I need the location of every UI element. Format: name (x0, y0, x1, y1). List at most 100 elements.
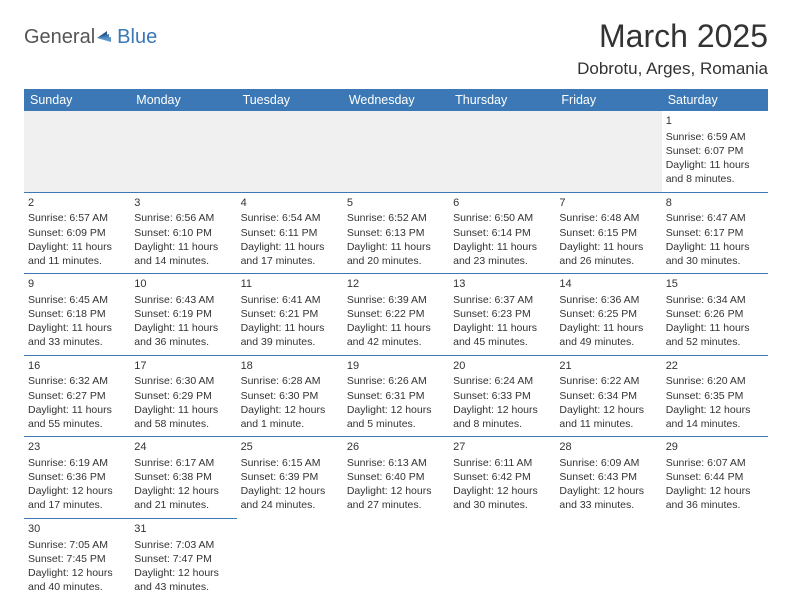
daylight-text: Daylight: 11 hours (28, 403, 126, 417)
day-number: 21 (559, 359, 657, 374)
calendar-row: 30Sunrise: 7:05 AMSunset: 7:45 PMDayligh… (24, 518, 768, 599)
calendar-cell: 6Sunrise: 6:50 AMSunset: 6:14 PMDaylight… (449, 192, 555, 274)
sunrise-text: Sunrise: 6:30 AM (134, 374, 232, 388)
day-number: 11 (241, 277, 339, 292)
sunset-text: Sunset: 6:21 PM (241, 307, 339, 321)
daylight-text: Daylight: 11 hours (134, 321, 232, 335)
calendar-cell: 29Sunrise: 6:07 AMSunset: 6:44 PMDayligh… (662, 437, 768, 519)
sunrise-text: Sunrise: 6:47 AM (666, 211, 764, 225)
calendar-cell (449, 518, 555, 599)
daylight-text: and 8 minutes. (453, 417, 551, 431)
daylight-text: Daylight: 11 hours (559, 321, 657, 335)
sunset-text: Sunset: 6:26 PM (666, 307, 764, 321)
daylight-text: and 36 minutes. (134, 335, 232, 349)
daylight-text: Daylight: 12 hours (241, 403, 339, 417)
daylight-text: and 33 minutes. (559, 498, 657, 512)
sunrise-text: Sunrise: 6:56 AM (134, 211, 232, 225)
day-number: 22 (666, 359, 764, 374)
calendar-cell (24, 111, 130, 192)
daylight-text: Daylight: 12 hours (347, 403, 445, 417)
daylight-text: and 24 minutes. (241, 498, 339, 512)
daylight-text: and 1 minute. (241, 417, 339, 431)
sunrise-text: Sunrise: 6:28 AM (241, 374, 339, 388)
calendar-cell: 3Sunrise: 6:56 AMSunset: 6:10 PMDaylight… (130, 192, 236, 274)
daylight-text: and 5 minutes. (347, 417, 445, 431)
calendar-table: Sunday Monday Tuesday Wednesday Thursday… (24, 89, 768, 599)
sunset-text: Sunset: 6:13 PM (347, 226, 445, 240)
calendar-cell: 17Sunrise: 6:30 AMSunset: 6:29 PMDayligh… (130, 355, 236, 437)
day-number: 10 (134, 277, 232, 292)
sunrise-text: Sunrise: 6:36 AM (559, 293, 657, 307)
day-number: 16 (28, 359, 126, 374)
calendar-cell: 7Sunrise: 6:48 AMSunset: 6:15 PMDaylight… (555, 192, 661, 274)
sunrise-text: Sunrise: 6:41 AM (241, 293, 339, 307)
day-number: 1 (666, 114, 764, 129)
day-number: 13 (453, 277, 551, 292)
calendar-cell: 28Sunrise: 6:09 AMSunset: 6:43 PMDayligh… (555, 437, 661, 519)
calendar-cell: 19Sunrise: 6:26 AMSunset: 6:31 PMDayligh… (343, 355, 449, 437)
sunset-text: Sunset: 6:25 PM (559, 307, 657, 321)
day-number: 28 (559, 440, 657, 455)
daylight-text: and 39 minutes. (241, 335, 339, 349)
day-number: 23 (28, 440, 126, 455)
daylight-text: and 8 minutes. (666, 172, 764, 186)
sunset-text: Sunset: 6:10 PM (134, 226, 232, 240)
day-header: Wednesday (343, 89, 449, 111)
sunrise-text: Sunrise: 6:52 AM (347, 211, 445, 225)
calendar-row: 23Sunrise: 6:19 AMSunset: 6:36 PMDayligh… (24, 437, 768, 519)
sunrise-text: Sunrise: 6:57 AM (28, 211, 126, 225)
logo: General Blue (24, 26, 157, 49)
calendar-cell: 25Sunrise: 6:15 AMSunset: 6:39 PMDayligh… (237, 437, 343, 519)
sunrise-text: Sunrise: 6:50 AM (453, 211, 551, 225)
sunrise-text: Sunrise: 6:09 AM (559, 456, 657, 470)
calendar-cell (343, 111, 449, 192)
day-header-row: Sunday Monday Tuesday Wednesday Thursday… (24, 89, 768, 111)
sunrise-text: Sunrise: 6:17 AM (134, 456, 232, 470)
daylight-text: Daylight: 11 hours (134, 403, 232, 417)
calendar-cell: 1Sunrise: 6:59 AMSunset: 6:07 PMDaylight… (662, 111, 768, 192)
day-number: 19 (347, 359, 445, 374)
logo-text-blue: Blue (117, 26, 157, 49)
daylight-text: Daylight: 12 hours (559, 403, 657, 417)
daylight-text: Daylight: 12 hours (453, 403, 551, 417)
sunrise-text: Sunrise: 7:03 AM (134, 538, 232, 552)
sunrise-text: Sunrise: 6:48 AM (559, 211, 657, 225)
sunrise-text: Sunrise: 6:13 AM (347, 456, 445, 470)
daylight-text: Daylight: 11 hours (453, 321, 551, 335)
sunrise-text: Sunrise: 6:59 AM (666, 130, 764, 144)
daylight-text: and 30 minutes. (666, 254, 764, 268)
daylight-text: and 14 minutes. (666, 417, 764, 431)
calendar-row: 1Sunrise: 6:59 AMSunset: 6:07 PMDaylight… (24, 111, 768, 192)
sunset-text: Sunset: 6:22 PM (347, 307, 445, 321)
daylight-text: and 52 minutes. (666, 335, 764, 349)
sunset-text: Sunset: 6:09 PM (28, 226, 126, 240)
day-number: 12 (347, 277, 445, 292)
calendar-cell (449, 111, 555, 192)
daylight-text: Daylight: 12 hours (453, 484, 551, 498)
day-number: 24 (134, 440, 232, 455)
sunset-text: Sunset: 6:42 PM (453, 470, 551, 484)
day-header: Saturday (662, 89, 768, 111)
day-number: 15 (666, 277, 764, 292)
sunset-text: Sunset: 6:31 PM (347, 389, 445, 403)
daylight-text: Daylight: 11 hours (28, 321, 126, 335)
day-number: 17 (134, 359, 232, 374)
calendar-cell: 18Sunrise: 6:28 AMSunset: 6:30 PMDayligh… (237, 355, 343, 437)
header: General Blue March 2025 Dobrotu, Arges, … (24, 18, 768, 79)
calendar-cell: 10Sunrise: 6:43 AMSunset: 6:19 PMDayligh… (130, 274, 236, 356)
sunset-text: Sunset: 6:23 PM (453, 307, 551, 321)
sunrise-text: Sunrise: 6:26 AM (347, 374, 445, 388)
day-number: 31 (134, 522, 232, 537)
daylight-text: Daylight: 12 hours (666, 484, 764, 498)
daylight-text: and 42 minutes. (347, 335, 445, 349)
sunset-text: Sunset: 7:47 PM (134, 552, 232, 566)
daylight-text: Daylight: 11 hours (453, 240, 551, 254)
calendar-cell: 16Sunrise: 6:32 AMSunset: 6:27 PMDayligh… (24, 355, 130, 437)
calendar-cell (662, 518, 768, 599)
daylight-text: Daylight: 11 hours (347, 240, 445, 254)
sunset-text: Sunset: 6:11 PM (241, 226, 339, 240)
calendar-cell (555, 518, 661, 599)
sunset-text: Sunset: 6:30 PM (241, 389, 339, 403)
daylight-text: and 11 minutes. (559, 417, 657, 431)
sunset-text: Sunset: 6:17 PM (666, 226, 764, 240)
